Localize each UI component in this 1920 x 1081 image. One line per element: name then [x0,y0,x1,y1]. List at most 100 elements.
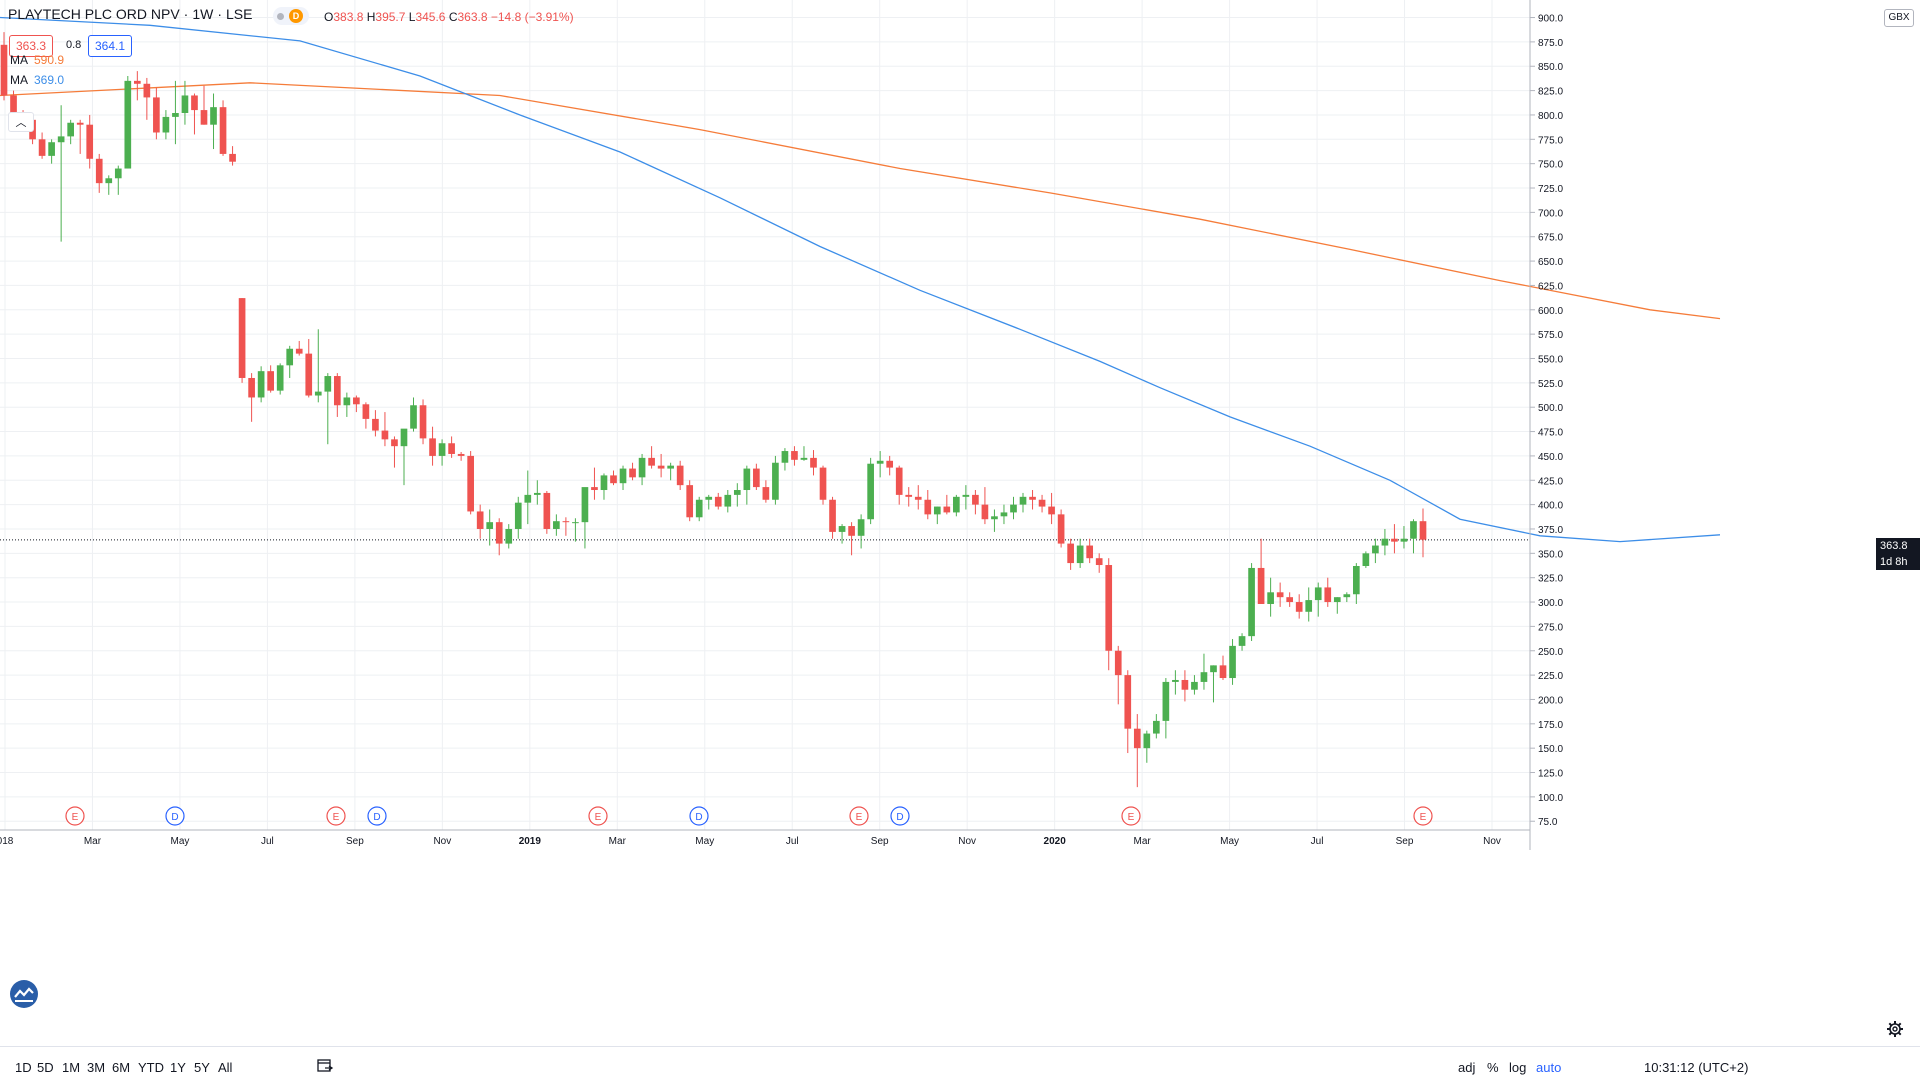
ma-short-line [0,16,1721,543]
range-5y-button[interactable]: 5Y [194,1060,210,1075]
event-circle [890,806,910,826]
event-marker-earnings: E [65,806,85,826]
price-axis[interactable]: 900.0 875.0 850.0 825.0 800.0 775.0 750.0 725.0… [1529,0,1563,850]
event-letter: E [1420,812,1427,823]
candle-body [1286,597,1294,603]
candle-body [1305,600,1313,612]
range-1m-button[interactable]: 1M [62,1060,81,1075]
candle-body [448,443,455,454]
percent-toggle[interactable]: % [1487,1060,1499,1075]
candle-body [162,116,170,133]
candle-body [762,487,770,500]
market-status-badge[interactable]: D [273,7,309,25]
candle-body [705,496,713,500]
bid-price[interactable]: 363.3 [9,35,54,57]
price-tick-label: 375.0 [1538,525,1563,536]
gear-icon[interactable] [1886,1020,1904,1038]
candle-body [1343,594,1351,598]
candle-body [457,453,465,456]
time-axis[interactable]: 018 Mar May Jul Sep Nov 2019 Mar May Jul Sep Nov 202… [0,829,1530,847]
candle-body [1257,567,1265,604]
candle-body [553,521,560,529]
interval-label[interactable]: 1W [192,6,214,22]
range-5d-button[interactable]: 5D [37,1060,54,1075]
candle-body [1095,558,1103,566]
candle-body [1114,650,1122,676]
candle-body [219,107,227,154]
time-tick-label: Nov [958,836,976,847]
ma-legend-short[interactable]: MA 369.0 [10,73,65,87]
price-tick-label: 225.0 [1538,671,1563,682]
price-tick-label: 150.0 [1538,744,1563,755]
candlestick-series [0,32,1427,788]
candle-body [210,107,217,125]
range-all-button[interactable]: All [218,1060,233,1075]
candle-body [1400,538,1408,542]
calendar-range-icon[interactable] [316,1058,334,1074]
candle-body [105,178,113,184]
candle-body [714,496,722,507]
candle-body [1410,521,1417,539]
range-1d-button[interactable]: 1D [15,1060,32,1075]
candle-body [114,168,122,179]
tradingview-logo-icon[interactable] [10,980,38,1008]
price-tick-label: 525.0 [1538,379,1563,390]
chart-area[interactable]: 900.0 875.0 850.0 825.0 800.0 775.0 750.0 725.0… [0,0,1920,1046]
adj-toggle[interactable]: adj [1458,1060,1476,1075]
log-toggle[interactable]: log [1509,1060,1527,1075]
ma-legend-long[interactable]: MA 590.9 [10,53,65,67]
candle-body [1029,496,1036,500]
candle-body [886,460,894,468]
candle-body [629,468,636,478]
price-tick-label: 75.0 [1538,817,1558,828]
price-tick-label: 850.0 [1538,62,1563,73]
time-tick-label: Jul [1311,836,1324,847]
candle-body [57,136,65,143]
price-tick-label: 700.0 [1538,208,1563,219]
ask-price[interactable]: 364.1 [88,35,133,57]
candle-body [1172,679,1179,682]
range-1y-button[interactable]: 1Y [170,1060,186,1075]
event-circle [588,806,608,826]
time-tick-label: Nov [1483,836,1501,847]
candle-body [324,376,332,392]
candle-body [1105,565,1113,651]
auto-toggle[interactable]: auto [1536,1060,1562,1075]
range-ytd-button[interactable]: YTD [138,1060,164,1075]
candle-body [1181,679,1189,690]
range-6m-button[interactable]: 6M [112,1060,131,1075]
price-tick-label: 475.0 [1538,428,1563,439]
chart-grid [0,0,1530,830]
collapse-legend-button[interactable]: ︿ [8,112,34,132]
price-tick-label: 875.0 [1538,38,1563,49]
currency-label[interactable]: GBX [1884,9,1914,27]
symbol-name[interactable]: PLAYTECH PLC ORD NPV [8,6,180,22]
candle-body [638,457,646,478]
time-tick-label: Jul [261,836,274,847]
time-tick-label: 2020 [1044,836,1067,847]
price-tick-label: 900.0 [1538,14,1563,25]
candle-body [1133,728,1141,749]
time-tick-label: Sep [871,836,889,847]
candle-body [1086,545,1094,559]
candle-body [505,528,513,544]
candle-body [838,526,846,532]
candle-body [914,496,922,500]
event-marker-dividend: D [689,806,709,826]
event-circle [849,806,869,826]
candle-body [124,80,132,169]
candle-body [248,377,255,398]
event-letter: E [72,812,79,823]
price-tick-label: 625.0 [1538,281,1563,292]
candle-body [972,494,979,505]
event-marker-dividend: D [367,806,387,826]
candle-body [610,475,617,484]
time-tick-label: Nov [433,836,451,847]
time-tick-label: 018 [0,836,14,847]
candle-body [1391,538,1398,542]
range-3m-button[interactable]: 3M [87,1060,106,1075]
price-tick-label: 550.0 [1538,354,1563,365]
ma-long-line [0,82,1721,320]
candle-body [1067,543,1074,564]
clock-timezone[interactable]: 10:31:12 (UTC+2) [1644,1060,1749,1075]
